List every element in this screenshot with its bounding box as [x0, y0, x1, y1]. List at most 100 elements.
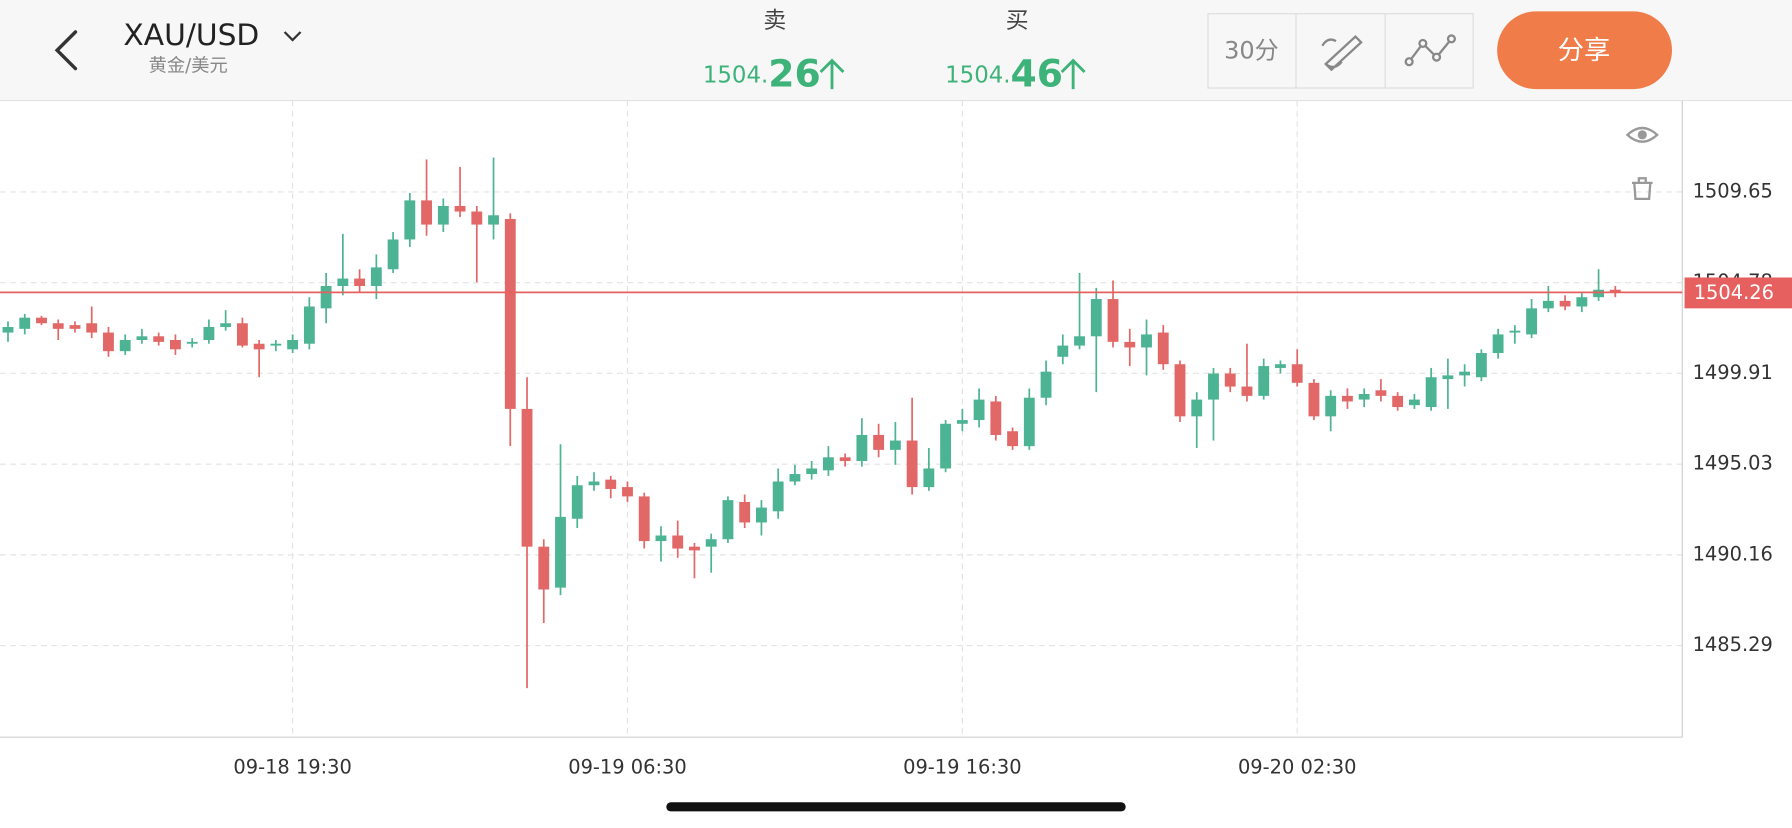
- candle-body: [1509, 330, 1521, 333]
- candle-body: [1191, 399, 1203, 417]
- x-tick-label: 09-20 02:30: [1238, 756, 1356, 779]
- current-price-label: 1504.26: [1694, 281, 1774, 304]
- candle-body: [1475, 353, 1487, 378]
- candle-body: [605, 479, 617, 489]
- indicator-button[interactable]: [1408, 38, 1453, 63]
- sell-label: 卖: [763, 8, 786, 34]
- candle-body: [1559, 300, 1571, 307]
- candle-body: [1141, 334, 1152, 348]
- candle-body: [739, 501, 751, 523]
- candle-body: [303, 306, 315, 344]
- sell-price: 1504.26: [703, 51, 821, 95]
- candle-body: [136, 336, 148, 341]
- candle-body: [1425, 377, 1437, 408]
- candle-body: [1174, 364, 1186, 417]
- share-button[interactable]: [1497, 11, 1672, 90]
- candle-body: [103, 332, 114, 352]
- candle-body: [689, 546, 700, 551]
- buy-up-arrow: [1060, 58, 1086, 90]
- home-indicator: [666, 802, 1126, 812]
- candle-body: [404, 200, 416, 240]
- indicator-icon-dot: [1431, 52, 1442, 62]
- buy-label: 买: [1006, 8, 1029, 34]
- interval-button[interactable]: 30分: [1224, 36, 1279, 64]
- share-label[interactable]: 分享: [1558, 36, 1611, 66]
- candle-body: [1291, 364, 1303, 383]
- x-tick-label: 09-19 16:30: [903, 756, 1021, 779]
- indicator-icon-dot: [1446, 34, 1456, 44]
- candle-body: [1208, 373, 1219, 400]
- candle-body: [638, 496, 650, 542]
- candle-body: [822, 457, 834, 471]
- candle-body: [789, 474, 801, 482]
- candle-body: [170, 340, 181, 350]
- candle-body: [1325, 395, 1337, 417]
- candle-body: [119, 340, 131, 352]
- candle-body: [806, 468, 818, 475]
- candle-body: [1090, 299, 1102, 337]
- candle-body: [1074, 336, 1085, 346]
- candle-body: [973, 399, 985, 421]
- candle-body: [270, 343, 282, 346]
- candle-body: [588, 481, 600, 486]
- candle-body: [1593, 289, 1604, 298]
- candle-body: [1392, 395, 1404, 408]
- x-tick-label: 09-19 06:30: [568, 756, 686, 779]
- candle-body: [722, 500, 734, 540]
- candle-body: [36, 317, 47, 324]
- candle-body: [1375, 390, 1387, 396]
- chart: 1485.291490.161495.031499.911504.781509.…: [0, 100, 1792, 779]
- symbol-dropdown[interactable]: [283, 31, 302, 42]
- header-bar: [0, 0, 1792, 101]
- candle-body: [940, 423, 952, 469]
- candle-body: [1342, 395, 1353, 402]
- candle-body: [873, 434, 885, 450]
- candle-body: [555, 516, 566, 588]
- candle-body: [705, 539, 717, 547]
- candle-body: [186, 341, 198, 344]
- draw-tool-button[interactable]: [1321, 34, 1363, 72]
- indicator-icon-dot: [1404, 57, 1414, 67]
- y-tick-label: 1485.29: [1693, 633, 1773, 656]
- candle-body: [772, 481, 784, 512]
- candle-body: [1542, 300, 1554, 309]
- candle-body: [906, 440, 918, 488]
- candle-body: [488, 215, 499, 225]
- candle-body: [421, 200, 432, 225]
- candle-body: [889, 440, 901, 450]
- candle-body: [856, 434, 868, 462]
- candle-body: [153, 336, 165, 342]
- delete-button[interactable]: [1632, 177, 1653, 200]
- sell-up-arrow: [819, 58, 845, 90]
- symbol-name: 黄金/美元: [149, 55, 228, 76]
- current-price-tag: [1684, 277, 1792, 309]
- candle-body: [236, 323, 248, 346]
- candle-body: [1107, 299, 1119, 342]
- x-tick-label: 09-18 19:30: [233, 756, 351, 779]
- candle-body: [320, 286, 332, 309]
- y-tick-label: 1490.16: [1693, 542, 1773, 565]
- candle-body: [504, 218, 516, 409]
- candle-body: [923, 468, 935, 488]
- candle-body: [1609, 289, 1621, 293]
- candle-body: [1040, 371, 1052, 398]
- candle-body: [622, 487, 633, 497]
- buy-price-main: 1504.: [945, 62, 1010, 88]
- candle-body: [1023, 397, 1035, 447]
- symbol[interactable]: XAU/USD: [123, 18, 259, 53]
- candle-body: [956, 420, 968, 424]
- visibility-toggle[interactable]: [1625, 126, 1659, 143]
- sell-price-main: 1504.: [703, 62, 768, 88]
- candle-body: [1057, 345, 1069, 357]
- candle-body: [1124, 341, 1136, 348]
- candle-body: [1007, 431, 1018, 447]
- candle-body: [1442, 375, 1454, 380]
- candle-body: [337, 278, 349, 287]
- candle-body: [1576, 297, 1588, 307]
- back-button[interactable]: [54, 30, 78, 71]
- candle-body: [354, 278, 366, 287]
- candle-body: [1308, 382, 1320, 417]
- candle-body: [990, 401, 1002, 435]
- candle-body: [86, 323, 98, 333]
- candle-body: [69, 325, 81, 329]
